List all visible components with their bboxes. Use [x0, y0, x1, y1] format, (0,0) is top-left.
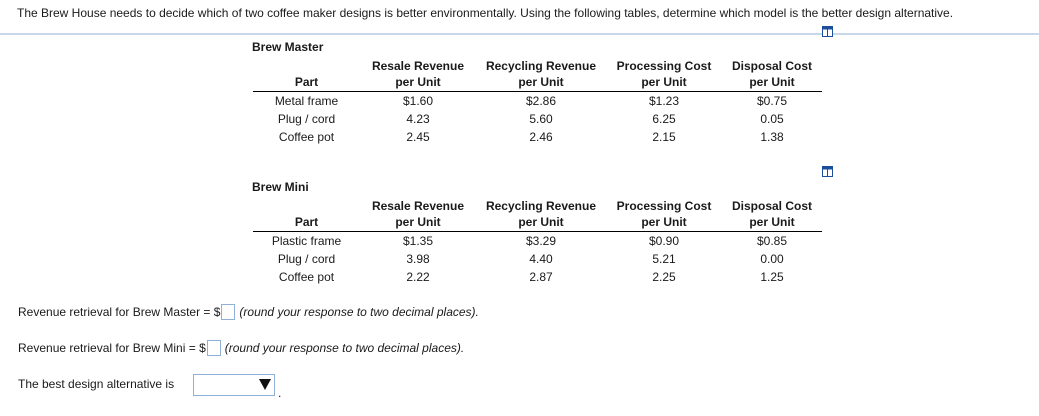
table-cell: 3.98	[406, 252, 430, 266]
copy-icon[interactable]	[822, 166, 833, 177]
table-title-brew-mini: Brew Mini	[252, 180, 309, 194]
answer-label: Revenue retrieval for Brew Master = $	[18, 305, 221, 319]
table-cell: Plastic frame	[271, 234, 342, 248]
question-text: The Brew House needs to decide which of …	[17, 6, 954, 20]
table-cell: Metal frame	[274, 94, 339, 108]
table-cell: 4.40	[529, 252, 553, 266]
table-cell: $3.29	[525, 234, 557, 248]
header-disposal: Disposal Cost per Unit	[731, 59, 812, 89]
table-cell: $1.60	[402, 94, 434, 108]
table-cell: $0.75	[756, 94, 788, 108]
divider	[0, 33, 1039, 35]
rounding-hint: (round your response to two decimal plac…	[224, 341, 465, 355]
header-resale: Resale Revenue per Unit	[371, 59, 465, 89]
table-cell: 4.23	[406, 112, 430, 126]
table-cell: 0.05	[760, 112, 784, 126]
header-part: Part	[294, 215, 319, 229]
brew-mini-table: Part Resale Revenue per Unit Recycling Re…	[253, 198, 822, 286]
table-cell: 2.46	[529, 130, 553, 144]
table-cell: 5.21	[652, 252, 676, 266]
header-rule	[253, 231, 822, 232]
table-cell: Coffee pot	[278, 270, 335, 284]
header-rule	[253, 91, 822, 92]
table-cell: $0.90	[648, 234, 680, 248]
table-cell: Plug / cord	[277, 112, 336, 126]
header-recycling: Recycling Revenue per Unit	[485, 199, 597, 229]
table-cell: $1.35	[402, 234, 434, 248]
brew-master-table: Part Resale Revenue per Unit Recycling Re…	[253, 58, 822, 146]
header-recycling: Recycling Revenue per Unit	[485, 59, 597, 89]
table-cell: 6.25	[652, 112, 676, 126]
table-cell: 1.25	[760, 270, 784, 284]
rounding-hint: (round your response to two decimal plac…	[239, 305, 479, 319]
table-title-brew-master: Brew Master	[252, 40, 324, 54]
header-processing: Processing Cost per Unit	[616, 59, 712, 89]
answer-row-brew-master: Revenue retrieval for Brew Master = $ (r…	[18, 304, 479, 320]
header-part: Part	[294, 75, 319, 89]
table-cell: $0.85	[756, 234, 788, 248]
answer-label: Revenue retrieval for Brew Mini = $	[18, 341, 206, 355]
table-cell: 2.87	[529, 270, 553, 284]
table-cell: 1.38	[760, 130, 784, 144]
header-processing: Processing Cost per Unit	[616, 199, 712, 229]
table-cell: 0.00	[760, 252, 784, 266]
table-cell: Coffee pot	[278, 130, 335, 144]
copy-icon[interactable]	[822, 26, 833, 37]
sentence-period: .	[278, 386, 282, 400]
brew-master-revenue-input[interactable]	[221, 304, 236, 320]
table-cell: Plug / cord	[277, 252, 336, 266]
table-cell: $1.23	[648, 94, 680, 108]
best-alternative-label: The best design alternative is	[18, 377, 175, 391]
table-cell: 5.60	[529, 112, 553, 126]
header-resale: Resale Revenue per Unit	[371, 199, 465, 229]
table-cell: $2.86	[525, 94, 557, 108]
answer-row-brew-mini: Revenue retrieval for Brew Mini = $ (rou…	[18, 340, 464, 356]
best-alternative-select[interactable]	[193, 374, 275, 396]
triangle-down-icon[interactable]	[256, 375, 274, 395]
brew-mini-revenue-input[interactable]	[206, 340, 221, 356]
table-cell: 2.25	[652, 270, 676, 284]
table-cell: 2.22	[406, 270, 430, 284]
table-cell: 2.45	[406, 130, 430, 144]
table-cell: 2.15	[652, 130, 676, 144]
header-disposal: Disposal Cost per Unit	[731, 199, 812, 229]
